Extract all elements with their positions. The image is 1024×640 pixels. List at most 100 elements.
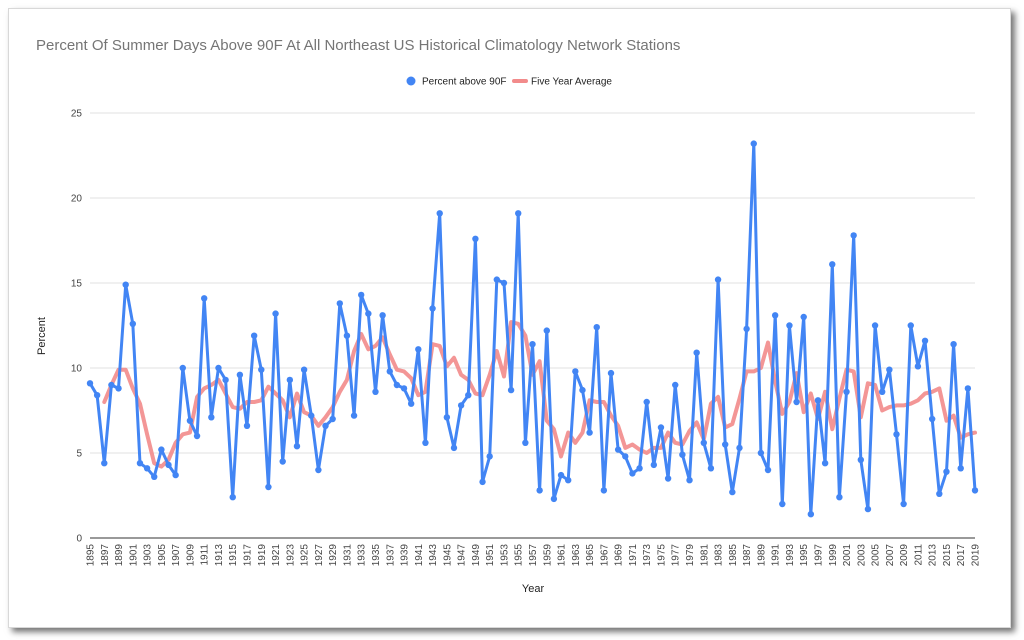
x-tick-label: 1981 bbox=[699, 544, 710, 567]
data-point-1922 bbox=[279, 458, 286, 465]
x-tick-label: 2015 bbox=[942, 544, 953, 567]
x-tick-label: 1921 bbox=[271, 544, 282, 567]
data-point-1938 bbox=[393, 381, 401, 389]
data-point-1949 bbox=[472, 235, 479, 242]
data-point-1931 bbox=[343, 332, 351, 339]
data-point-1977 bbox=[672, 381, 679, 389]
data-point-1988 bbox=[750, 140, 757, 147]
x-tick-label: 2019 bbox=[971, 544, 982, 567]
data-point-1960 bbox=[550, 495, 558, 503]
data-point-1987 bbox=[743, 325, 750, 333]
x-tick-label: 1987 bbox=[742, 544, 753, 567]
x-axis-ticks: 1895 1897 1899 1901 1903 1905 1907 1909 1911 1913… bbox=[86, 544, 982, 567]
data-point-1904 bbox=[151, 473, 158, 480]
x-tick-label: 1931 bbox=[342, 544, 353, 567]
x-tick-label: 1957 bbox=[528, 544, 539, 567]
data-point-1911 bbox=[200, 295, 208, 302]
x-tick-label: 1993 bbox=[785, 544, 796, 567]
data-point-1927 bbox=[315, 466, 322, 474]
data-point-1971 bbox=[629, 470, 636, 477]
data-point-1964 bbox=[579, 386, 586, 394]
x-tick-label: 1927 bbox=[314, 544, 325, 567]
data-point-1992 bbox=[779, 500, 786, 508]
data-point-2010 bbox=[907, 322, 914, 329]
series-layer bbox=[86, 140, 979, 518]
data-point-1925 bbox=[300, 366, 308, 373]
data-point-1897 bbox=[101, 460, 108, 467]
data-point-2018 bbox=[964, 385, 972, 392]
data-point-1998 bbox=[821, 460, 829, 467]
data-point-1966 bbox=[593, 324, 600, 331]
x-tick-label: 1963 bbox=[571, 544, 582, 567]
data-point-1917 bbox=[243, 422, 251, 429]
data-point-1994 bbox=[793, 398, 800, 406]
data-point-2012 bbox=[921, 337, 929, 344]
x-tick-label: 1989 bbox=[756, 544, 767, 567]
data-point-1905 bbox=[158, 446, 165, 453]
data-point-1942 bbox=[422, 439, 429, 446]
data-point-1969 bbox=[614, 446, 622, 453]
x-tick-label: 1897 bbox=[100, 544, 111, 567]
data-point-1934 bbox=[365, 310, 372, 317]
x-tick-label: 1935 bbox=[371, 544, 382, 567]
series-line-percent-above-90f bbox=[88, 142, 977, 516]
x-tick-label: 2017 bbox=[956, 544, 967, 567]
data-point-1932 bbox=[350, 412, 358, 419]
data-point-1900 bbox=[122, 281, 129, 288]
x-axis-title: Year bbox=[522, 583, 545, 595]
data-point-1985 bbox=[729, 488, 736, 496]
data-point-1936 bbox=[379, 312, 386, 319]
y-tick-label: 15 bbox=[71, 279, 83, 290]
data-point-1996 bbox=[807, 511, 815, 518]
x-tick-label: 1959 bbox=[542, 544, 553, 567]
x-tick-label: 1943 bbox=[428, 544, 439, 567]
data-point-1928 bbox=[322, 422, 329, 429]
chart-title: Percent Of Summer Days Above 90F At All … bbox=[36, 37, 681, 54]
x-tick-label: 2013 bbox=[928, 544, 939, 567]
data-point-1907 bbox=[172, 471, 179, 479]
x-tick-label: 1899 bbox=[114, 544, 125, 567]
data-point-1965 bbox=[586, 429, 593, 436]
data-point-1962 bbox=[564, 477, 572, 484]
data-point-1924 bbox=[293, 443, 301, 450]
x-tick-label: 1971 bbox=[628, 544, 639, 567]
x-tick-label: 2001 bbox=[842, 544, 853, 567]
data-point-1979 bbox=[686, 477, 693, 484]
x-tick-label: 1953 bbox=[499, 544, 510, 567]
data-point-2006 bbox=[879, 388, 886, 395]
data-point-1955 bbox=[515, 210, 522, 217]
data-point-1981 bbox=[700, 439, 707, 446]
x-tick-label: 1913 bbox=[214, 544, 225, 567]
data-point-1957 bbox=[529, 341, 536, 348]
data-point-2007 bbox=[886, 366, 893, 373]
y-tick-label: 5 bbox=[76, 449, 82, 460]
data-point-1926 bbox=[308, 412, 315, 419]
x-tick-label: 2009 bbox=[899, 544, 910, 567]
data-point-1940 bbox=[407, 400, 415, 407]
x-tick-label: 1985 bbox=[728, 544, 739, 567]
data-point-2004 bbox=[864, 505, 872, 513]
data-point-1961 bbox=[557, 471, 565, 479]
legend-marker-percent-above-90f bbox=[406, 76, 416, 86]
data-point-1895 bbox=[86, 380, 94, 387]
x-tick-label: 2007 bbox=[885, 544, 896, 567]
chart-frame: Percent Of Summer Days Above 90F At All … bbox=[8, 8, 1011, 628]
data-point-1910 bbox=[193, 432, 201, 440]
data-point-1948 bbox=[465, 392, 472, 399]
data-point-1954 bbox=[507, 386, 515, 394]
y-tick-label: 20 bbox=[71, 194, 83, 205]
data-point-1923 bbox=[286, 376, 294, 384]
data-point-1916 bbox=[236, 371, 244, 378]
data-point-1945 bbox=[443, 414, 451, 421]
x-tick-label: 1903 bbox=[143, 544, 154, 567]
x-tick-label: 1999 bbox=[828, 544, 839, 567]
data-point-1989 bbox=[757, 449, 765, 457]
data-point-2011 bbox=[914, 363, 922, 370]
data-point-1915 bbox=[229, 494, 236, 501]
data-point-1991 bbox=[771, 312, 779, 319]
x-tick-label: 2011 bbox=[913, 544, 924, 566]
data-point-1902 bbox=[136, 460, 144, 467]
data-point-1918 bbox=[250, 332, 258, 339]
data-point-1914 bbox=[222, 376, 229, 384]
data-point-1939 bbox=[400, 385, 408, 392]
